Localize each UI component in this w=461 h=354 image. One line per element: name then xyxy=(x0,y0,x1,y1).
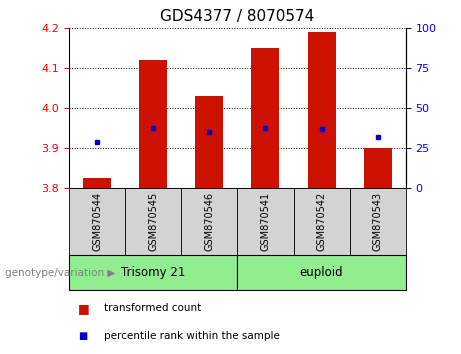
Title: GDS4377 / 8070574: GDS4377 / 8070574 xyxy=(160,9,314,24)
Text: transformed count: transformed count xyxy=(104,303,201,313)
Text: ■: ■ xyxy=(78,331,88,341)
Bar xyxy=(195,96,224,188)
Text: GSM870542: GSM870542 xyxy=(317,192,326,251)
Text: Trisomy 21: Trisomy 21 xyxy=(121,266,185,279)
Bar xyxy=(349,188,406,255)
Text: percentile rank within the sample: percentile rank within the sample xyxy=(104,331,280,341)
Text: GSM870546: GSM870546 xyxy=(204,192,214,251)
Bar xyxy=(125,188,181,255)
Text: euploid: euploid xyxy=(300,266,343,279)
Bar xyxy=(294,188,349,255)
Text: GSM870544: GSM870544 xyxy=(92,192,102,251)
Bar xyxy=(83,178,111,188)
Text: ■: ■ xyxy=(78,302,90,315)
Bar xyxy=(237,255,406,290)
Bar xyxy=(307,32,336,188)
Text: GSM870541: GSM870541 xyxy=(260,192,271,251)
Bar xyxy=(364,148,392,188)
Bar xyxy=(237,188,294,255)
Bar xyxy=(69,255,237,290)
Text: genotype/variation ▶: genotype/variation ▶ xyxy=(5,268,115,278)
Text: GSM870545: GSM870545 xyxy=(148,192,158,251)
Bar xyxy=(69,188,125,255)
Bar xyxy=(251,48,279,188)
Bar xyxy=(181,188,237,255)
Text: GSM870543: GSM870543 xyxy=(372,192,383,251)
Bar xyxy=(139,60,167,188)
